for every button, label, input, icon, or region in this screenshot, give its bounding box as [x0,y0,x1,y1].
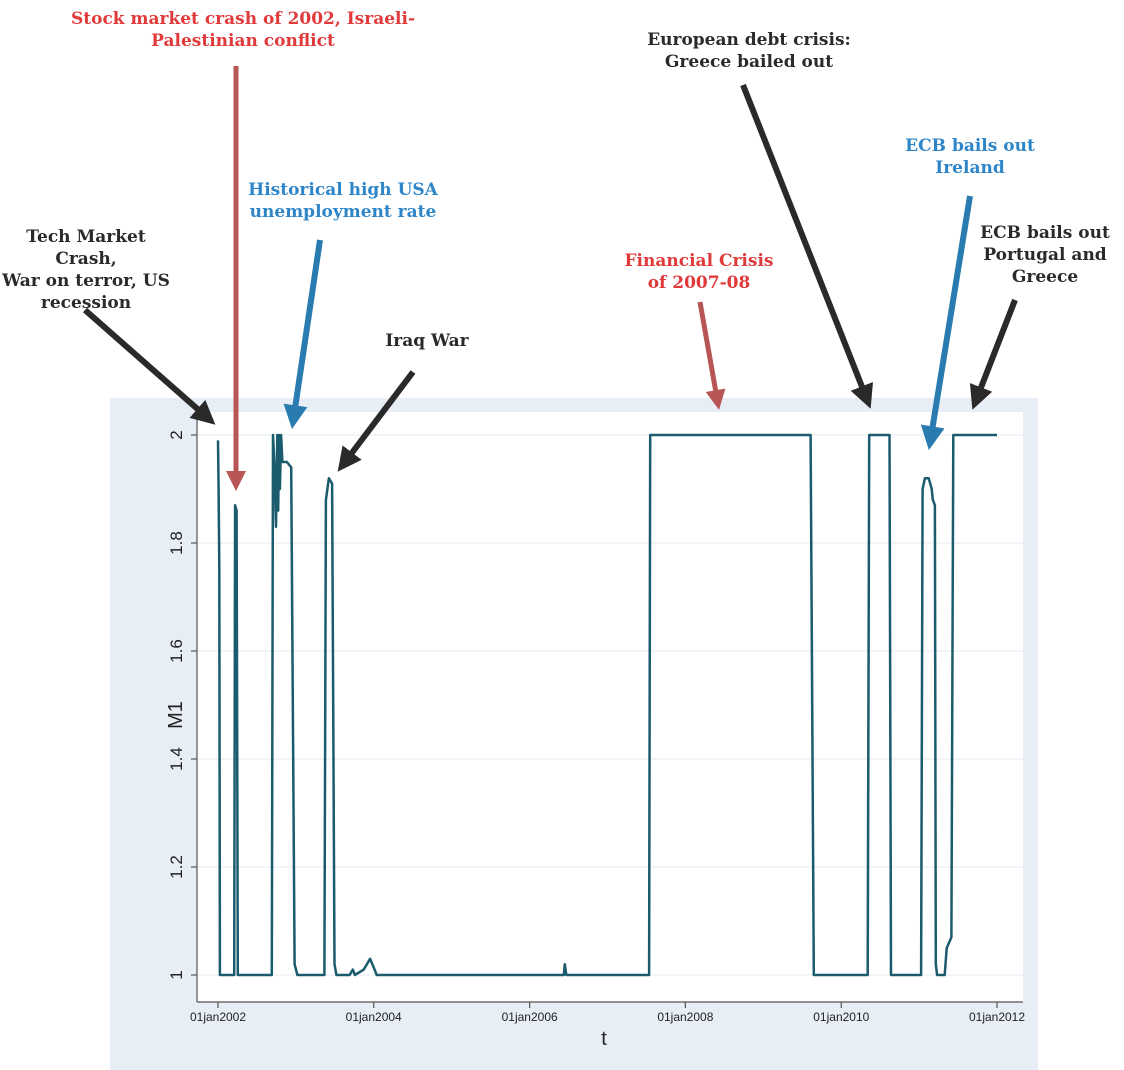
series-line-m1 [216,433,997,977]
annotation-tech-crash: Tech Market Crash, War on terror, US rec… [2,227,170,313]
x-tick-label: 01jan2008 [657,1010,713,1024]
annotation-ecb-ireland: ECB bails out Ireland [905,136,1035,178]
x-tick-label: 01jan2006 [502,1010,558,1024]
annotation-stock-crash-2002: Stock market crash of 2002, Israeli- Pal… [70,9,416,51]
arrow-usa-unemployment [283,239,323,430]
x-tick-label: 01jan2004 [346,1010,402,1024]
annotation-ecb-portugal-greece: ECB bails out Portugal and Greece [980,223,1110,287]
y-tick-label: 1 [167,970,186,979]
y-tick-label: 1.6 [167,639,186,663]
arrow-ecb-ireland [920,195,973,451]
x-tick-label: 01jan2012 [969,1010,1025,1024]
plot-area [197,412,1023,1002]
annotation-usa-unemployment: Historical high USA unemployment rate [248,180,438,222]
y-tick-label: 1.4 [167,747,186,771]
y-tick-label: 2 [167,430,186,439]
arrow-european-debt [740,83,874,409]
annotation-arrows [83,66,1018,491]
y-tick-label: 1.8 [167,531,186,555]
arrow-iraq-war [337,370,416,472]
annotation-iraq-war: Iraq War [385,331,469,351]
arrow-financial-crisis [697,301,726,410]
y-tick-label: 1.2 [167,855,186,879]
arrow-ecb-portugal-greece [969,298,1018,410]
annotation-financial-crisis: Financial Crisis of 2007-08 [624,251,774,293]
x-tick-label: 01jan2010 [813,1010,869,1024]
axes [196,412,1023,1003]
x-axis-title: t [601,1028,607,1050]
arrow-tech-crash [83,307,216,425]
y-axis-title: M1 [165,701,187,729]
x-tick-label: 01jan2002 [190,1010,246,1024]
annotation-european-debt: European debt crisis: Greece bailed out [647,30,851,72]
